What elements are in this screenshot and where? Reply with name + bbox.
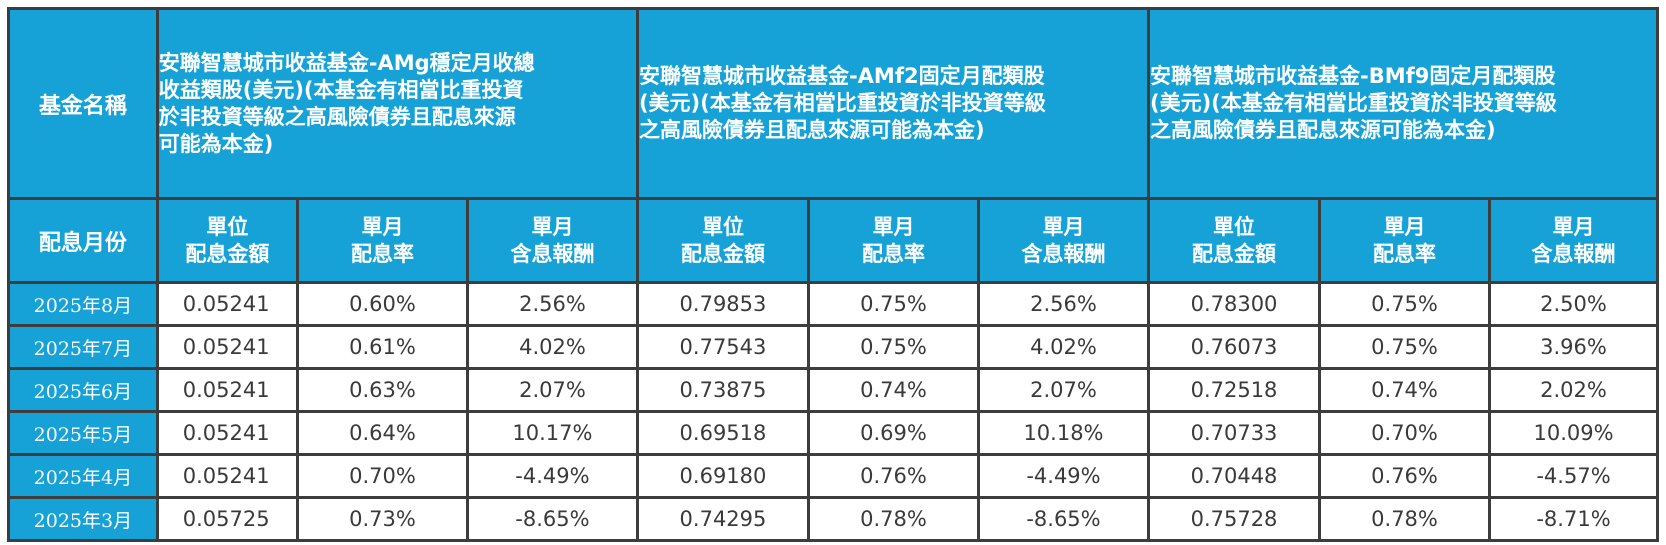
value-cell: 0.64% xyxy=(295,410,469,456)
month-cell: 2025年4月 xyxy=(7,453,159,499)
value-cell: 0.74% xyxy=(807,367,980,413)
value-cell: 0.70% xyxy=(1318,410,1492,456)
value-cell: 0.76073 xyxy=(1146,324,1322,370)
table-body: 2025年8月 0.05241 0.60% 2.56% 0.79853 0.75% 2.56… xyxy=(7,281,1659,542)
table-row: 2025年7月 0.05241 0.61% 4.02% 0.77543 0.75% 4.02… xyxy=(7,324,1659,370)
value-cell: 0.75728 xyxy=(1146,496,1322,542)
col-unit-distribution: 單位 配息金額 xyxy=(155,197,299,284)
value-cell: 2.56% xyxy=(465,281,639,327)
value-cell: 0.63% xyxy=(295,367,469,413)
fund-name-label: 基金名稱 xyxy=(7,7,159,200)
value-cell: 3.96% xyxy=(1488,324,1659,370)
value-cell: 0.70% xyxy=(295,453,469,499)
month-cell: 2025年6月 xyxy=(7,367,159,413)
month-cell: 2025年3月 xyxy=(7,496,159,542)
distribution-month-label: 配息月份 xyxy=(7,197,159,284)
value-cell: 0.60% xyxy=(295,281,469,327)
col-unit-distribution: 單位 配息金額 xyxy=(635,197,811,284)
value-cell: 4.02% xyxy=(465,324,639,370)
value-cell: 0.70448 xyxy=(1146,453,1322,499)
value-cell: 0.05725 xyxy=(155,496,299,542)
value-cell: 0.77543 xyxy=(635,324,811,370)
value-cell: 0.74295 xyxy=(635,496,811,542)
value-cell: 0.61% xyxy=(295,324,469,370)
value-cell: 0.05241 xyxy=(155,367,299,413)
value-cell: 0.79853 xyxy=(635,281,811,327)
month-cell: 2025年7月 xyxy=(7,324,159,370)
month-cell: 2025年5月 xyxy=(7,410,159,456)
col-unit-distribution: 單位 配息金額 xyxy=(1146,197,1322,284)
col-monthly-rate: 單月 配息率 xyxy=(295,197,469,284)
value-cell: 0.73875 xyxy=(635,367,811,413)
fund-name-amf2: 安聯智慧城市收益基金-AMf2固定月配類股 (美元)(本基金有相當比重投資於非投… xyxy=(635,7,1150,200)
col-monthly-return: 單月 含息報酬 xyxy=(976,197,1150,284)
value-cell: -8.71% xyxy=(1488,496,1659,542)
table-row: 2025年5月 0.05241 0.64% 10.17% 0.69518 0.69% 10.… xyxy=(7,410,1659,456)
fund-distribution-table: 基金名稱 安聯智慧城市收益基金-AMg穩定月收總 收益類股(美元)(本基金有相當… xyxy=(7,7,1660,542)
value-cell: 0.05241 xyxy=(155,453,299,499)
value-cell: 0.74% xyxy=(1318,367,1492,413)
value-cell: 10.17% xyxy=(465,410,639,456)
value-cell: 0.76% xyxy=(807,453,980,499)
col-monthly-return: 單月 含息報酬 xyxy=(465,197,639,284)
value-cell: -8.65% xyxy=(465,496,639,542)
value-cell: 0.78% xyxy=(807,496,980,542)
value-cell: 0.78% xyxy=(1318,496,1492,542)
value-cell: 0.69518 xyxy=(635,410,811,456)
value-cell: 2.07% xyxy=(465,367,639,413)
value-cell: 0.05241 xyxy=(155,281,299,327)
value-cell: 0.05241 xyxy=(155,410,299,456)
value-cell: 0.69% xyxy=(807,410,980,456)
value-cell: 2.56% xyxy=(976,281,1150,327)
value-cell: 0.75% xyxy=(1318,324,1492,370)
value-cell: -4.57% xyxy=(1488,453,1659,499)
table-row: 2025年3月 0.05725 0.73% -8.65% 0.74295 0.78% -8.… xyxy=(7,496,1659,542)
column-header-row: 配息月份 單位 配息金額 單月 配息率 單月 含息報酬 單位 配息金額 單月 配息率 單月… xyxy=(7,197,1659,284)
value-cell: -4.49% xyxy=(465,453,639,499)
month-cell: 2025年8月 xyxy=(7,281,159,327)
value-cell: 0.78300 xyxy=(1146,281,1322,327)
value-cell: 0.05241 xyxy=(155,324,299,370)
value-cell: 2.02% xyxy=(1488,367,1659,413)
value-cell: 0.75% xyxy=(1318,281,1492,327)
table-row: 2025年6月 0.05241 0.63% 2.07% 0.73875 0.74% 2.07… xyxy=(7,367,1659,413)
value-cell: 0.72518 xyxy=(1146,367,1322,413)
value-cell: 4.02% xyxy=(976,324,1150,370)
table-row: 2025年4月 0.05241 0.70% -4.49% 0.69180 0.76% -4.… xyxy=(7,453,1659,499)
value-cell: 10.18% xyxy=(976,410,1150,456)
col-monthly-rate: 單月 配息率 xyxy=(1318,197,1492,284)
value-cell: 0.70733 xyxy=(1146,410,1322,456)
value-cell: -4.49% xyxy=(976,453,1150,499)
value-cell: 0.73% xyxy=(295,496,469,542)
value-cell: 0.69180 xyxy=(635,453,811,499)
fund-name-bmf9: 安聯智慧城市收益基金-BMf9固定月配類股 (美元)(本基金有相當比重投資於非投… xyxy=(1146,7,1660,200)
col-monthly-return: 單月 含息報酬 xyxy=(1488,197,1659,284)
value-cell: 0.76% xyxy=(1318,453,1492,499)
value-cell: 0.75% xyxy=(807,281,980,327)
fund-name-header-row: 基金名稱 安聯智慧城市收益基金-AMg穩定月收總 收益類股(美元)(本基金有相當… xyxy=(7,7,1660,200)
value-cell: 2.50% xyxy=(1488,281,1659,327)
table-row: 2025年8月 0.05241 0.60% 2.56% 0.79853 0.75% 2.56… xyxy=(7,281,1659,327)
distribution-table-container: 基金名稱 安聯智慧城市收益基金-AMg穩定月收總 收益類股(美元)(本基金有相當… xyxy=(7,7,1660,542)
value-cell: 10.09% xyxy=(1488,410,1659,456)
value-cell: 0.75% xyxy=(807,324,980,370)
fund-name-amg: 安聯智慧城市收益基金-AMg穩定月收總 收益類股(美元)(本基金有相當比重投資 … xyxy=(155,7,639,200)
value-cell: -8.65% xyxy=(976,496,1150,542)
value-cell: 2.07% xyxy=(976,367,1150,413)
col-monthly-rate: 單月 配息率 xyxy=(807,197,980,284)
